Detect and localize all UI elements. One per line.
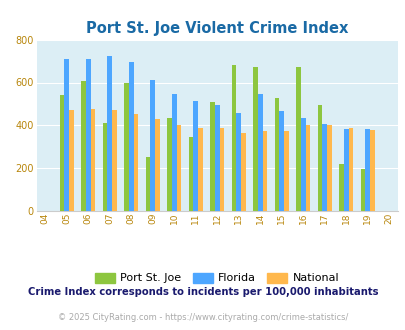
Bar xyxy=(343,129,348,211)
Bar xyxy=(231,65,236,211)
Bar xyxy=(150,81,155,211)
Bar xyxy=(338,164,343,211)
Bar xyxy=(145,156,150,211)
Bar xyxy=(198,128,202,211)
Bar xyxy=(279,112,284,211)
Bar xyxy=(219,128,224,211)
Bar xyxy=(317,105,322,211)
Bar xyxy=(241,133,245,211)
Bar xyxy=(360,169,364,211)
Title: Port St. Joe Violent Crime Index: Port St. Joe Violent Crime Index xyxy=(86,21,347,36)
Bar xyxy=(236,113,241,211)
Bar xyxy=(295,68,300,211)
Bar xyxy=(369,130,374,211)
Bar xyxy=(85,59,90,211)
Bar xyxy=(252,68,257,211)
Text: © 2025 CityRating.com - https://www.cityrating.com/crime-statistics/: © 2025 CityRating.com - https://www.city… xyxy=(58,313,347,322)
Bar xyxy=(64,59,69,211)
Bar xyxy=(171,94,176,211)
Bar xyxy=(210,102,214,211)
Legend: Port St. Joe, Florida, National: Port St. Joe, Florida, National xyxy=(90,268,343,288)
Bar xyxy=(193,101,198,211)
Bar xyxy=(322,124,326,211)
Bar xyxy=(257,94,262,211)
Bar xyxy=(133,114,138,211)
Bar xyxy=(102,123,107,211)
Bar xyxy=(167,118,171,211)
Bar xyxy=(284,131,288,211)
Bar xyxy=(128,62,133,211)
Bar xyxy=(274,98,279,211)
Bar xyxy=(124,82,128,211)
Bar xyxy=(326,125,331,211)
Bar xyxy=(348,128,352,211)
Bar xyxy=(305,125,309,211)
Bar xyxy=(112,110,117,211)
Bar xyxy=(300,118,305,211)
Bar xyxy=(155,119,160,211)
Bar xyxy=(262,131,266,211)
Bar xyxy=(176,125,181,211)
Text: Crime Index corresponds to incidents per 100,000 inhabitants: Crime Index corresponds to incidents per… xyxy=(28,287,377,297)
Bar xyxy=(214,105,219,211)
Bar xyxy=(90,109,95,211)
Bar xyxy=(69,110,74,211)
Bar xyxy=(188,137,193,211)
Bar xyxy=(81,82,85,211)
Bar xyxy=(107,56,112,211)
Bar xyxy=(364,129,369,211)
Bar xyxy=(60,95,64,211)
